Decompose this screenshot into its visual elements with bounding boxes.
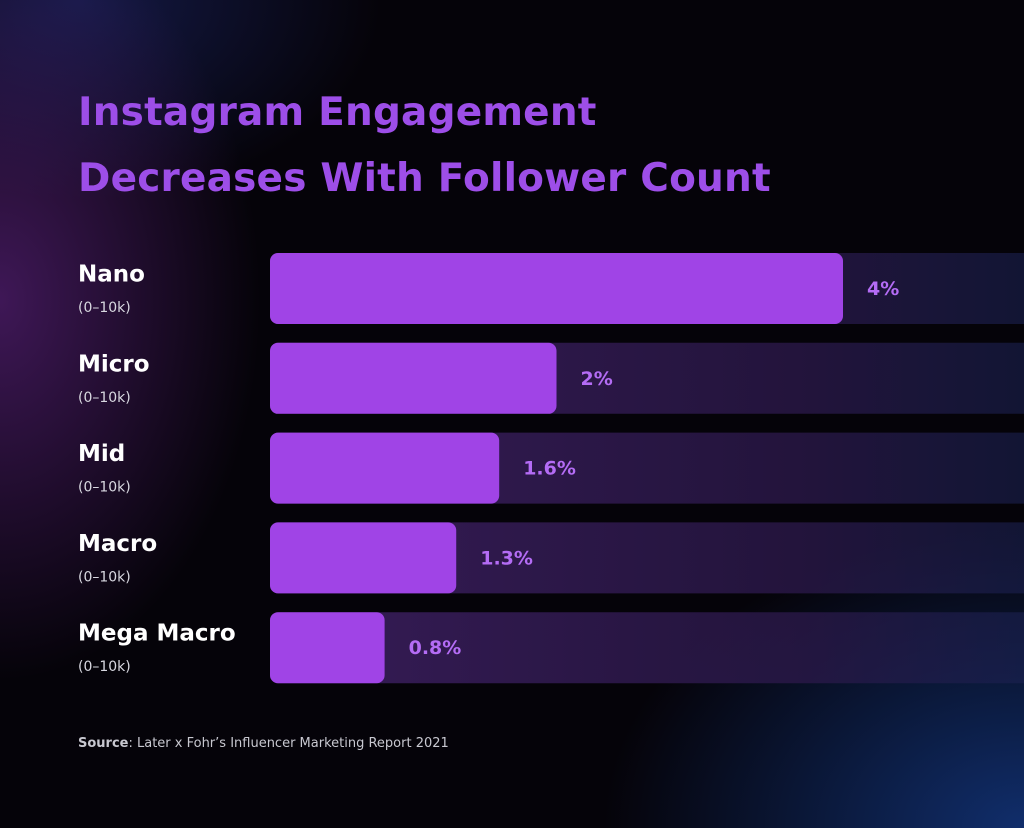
category-sublabel: (0–10k) xyxy=(78,569,131,585)
category-label: Mid xyxy=(78,441,125,467)
bar-track xyxy=(270,612,1024,684)
category-label: Macro xyxy=(78,531,157,557)
category-sublabel: (0–10k) xyxy=(78,390,131,406)
value-label: 4% xyxy=(867,278,899,300)
category-label: Mega Macro xyxy=(78,621,236,647)
category-sublabel: (0–10k) xyxy=(78,480,131,496)
bar xyxy=(270,253,843,324)
bar-track xyxy=(270,522,1024,594)
category-label: Nano xyxy=(78,262,145,288)
category-sublabel: (0–10k) xyxy=(78,659,131,675)
category-label: Micro xyxy=(78,351,150,377)
bar xyxy=(270,342,557,414)
value-label: 1.6% xyxy=(523,458,576,480)
source: Source: Later x Fohr’s Influencer Market… xyxy=(78,736,449,751)
source-label: Source xyxy=(78,736,129,751)
chart-title: Instagram Engagement Decreases With Foll… xyxy=(78,90,771,201)
bar xyxy=(270,432,500,504)
bar xyxy=(270,522,457,594)
value-label: 0.8% xyxy=(409,637,462,659)
value-label: 1.3% xyxy=(480,547,533,569)
source-text: : Later x Fohr’s Influencer Marketing Re… xyxy=(128,736,449,751)
bar xyxy=(270,612,385,684)
category-sublabel: (0–10k) xyxy=(78,300,131,316)
value-label: 2% xyxy=(581,368,613,390)
